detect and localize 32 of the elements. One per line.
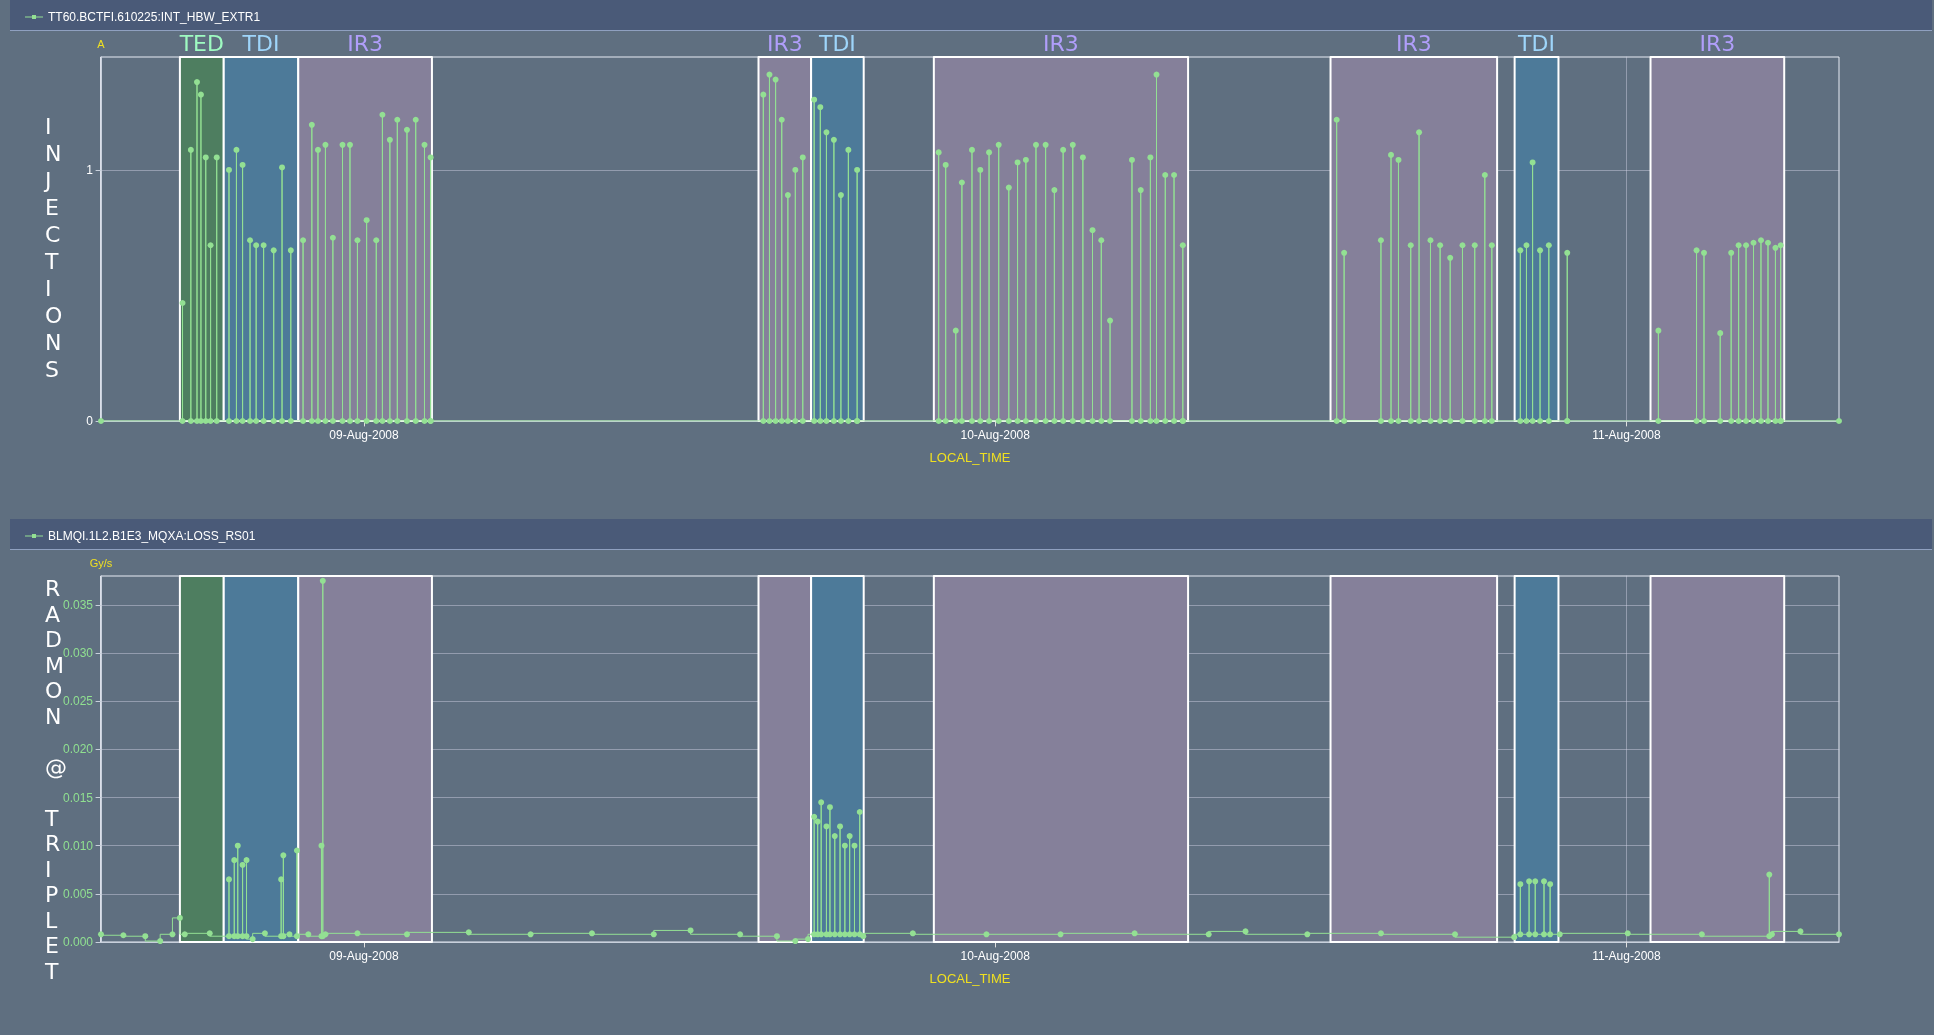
band-label: IR3 — [347, 30, 383, 56]
y-tick-label: 0.000 — [62, 935, 94, 949]
y-tick-label: 0.005 — [62, 886, 94, 901]
band-label: TDI — [1517, 30, 1555, 56]
x-tick-label: 09-Aug-2008 — [329, 428, 400, 442]
y-tick-label: 0.030 — [62, 646, 94, 661]
y-tick-label: 0.035 — [62, 597, 94, 612]
legend-label: TT60.BCTFI.610225:INT_HBW_EXTR1 — [48, 10, 261, 24]
band-label: TDI — [817, 30, 856, 56]
band-label: TED — [178, 30, 224, 56]
x-axis-title: LOCAL_TIME — [929, 971, 1011, 986]
band-label: IR3 — [1699, 30, 1736, 56]
x-tick-label: 09-Aug-2008 — [329, 949, 400, 963]
y-axis-title: A — [97, 37, 106, 50]
y-tick-label: 0.010 — [62, 838, 94, 853]
band-label: TDI — [241, 30, 280, 56]
band-label: IR3 — [1395, 30, 1432, 56]
x-tick-label: 10-Aug-2008 — [960, 949, 1031, 963]
legend-label: BLMQI.1L2.B1E3_MQXA:LOSS_RS01 — [48, 529, 256, 543]
band-label: IR3 — [766, 30, 803, 56]
y-tick-label: 0.025 — [62, 694, 94, 709]
y-tick-label: 0.020 — [62, 742, 94, 757]
x-tick-label: 10-Aug-2008 — [960, 428, 1031, 442]
y-tick-label: 0.015 — [62, 790, 94, 805]
y-axis-title: Gy/s — [89, 556, 113, 569]
x-tick-label: 11-Aug-2008 — [1592, 949, 1661, 963]
x-tick-label: 11-Aug-2008 — [1592, 428, 1661, 442]
x-axis-title: LOCAL_TIME — [929, 450, 1011, 465]
y-tick-label: 0 — [86, 414, 94, 428]
chart-title: INJECTIONS — [45, 114, 63, 382]
y-tick-label: 1 — [86, 162, 94, 177]
band-label: IR3 — [1043, 30, 1079, 56]
